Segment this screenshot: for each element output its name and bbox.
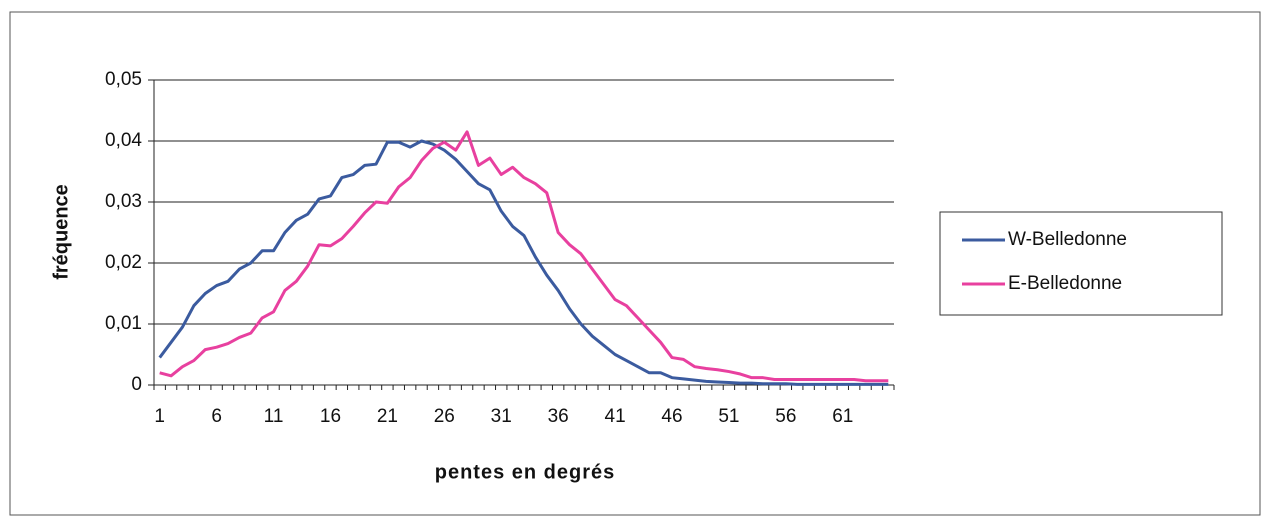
line-series: [159, 130, 889, 383]
x-tick-label: 11: [264, 406, 284, 427]
y-tick-label: 0,01: [105, 313, 142, 334]
line-series: [158, 139, 889, 386]
x-tick-label: 16: [320, 406, 341, 427]
x-tick-label: 41: [605, 406, 626, 427]
y-tick-label: 0,04: [105, 130, 142, 151]
legend-label: W-Belledonne: [1008, 229, 1127, 250]
x-tick-label: 21: [377, 406, 398, 427]
x-tick-label: 56: [775, 406, 796, 427]
y-tick-label: 0: [131, 374, 142, 395]
x-axis-title: pentes en degrés: [435, 461, 616, 483]
y-tick-label: 0,05: [105, 69, 142, 90]
x-tick-label: 36: [548, 406, 569, 427]
legend-box: [939, 211, 1223, 316]
y-axis-title: fréquence: [50, 184, 72, 280]
x-tick-label: 26: [434, 406, 455, 427]
y-tick-label: 0,03: [105, 191, 142, 212]
x-tick-label: 61: [832, 406, 853, 427]
x-tick-label: 1: [154, 406, 165, 427]
x-tick-label: 31: [491, 406, 512, 427]
x-tick-label: 51: [718, 406, 739, 427]
x-tick-label: 46: [661, 406, 682, 427]
x-tick-label: 6: [211, 406, 222, 427]
legend-label: E-Belledonne: [1008, 273, 1122, 294]
y-tick-label: 0,02: [105, 252, 142, 273]
